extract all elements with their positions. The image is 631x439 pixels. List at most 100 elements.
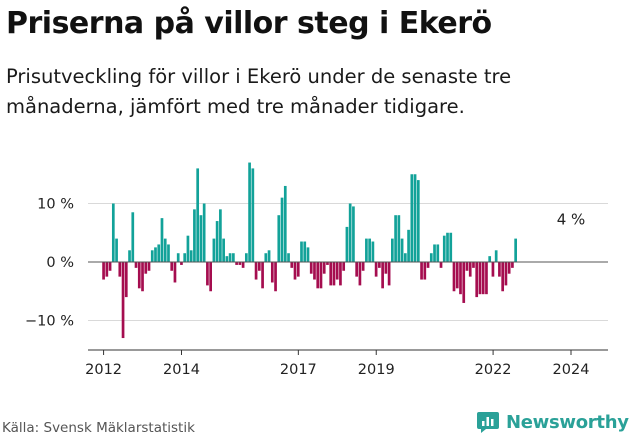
bar (105, 262, 109, 277)
source-text: Källa: Svensk Mäklarstatistik (2, 420, 195, 436)
bar (157, 244, 161, 262)
bar (394, 215, 397, 262)
bar (222, 238, 225, 262)
bar (121, 262, 125, 339)
bar (251, 168, 255, 262)
bar (465, 262, 469, 271)
bar (209, 262, 212, 292)
bar (342, 262, 346, 271)
bar (287, 253, 290, 262)
bar (391, 238, 394, 262)
bar (400, 238, 404, 262)
chart-subtitle: Prisutveckling för villor i Ekerö under … (6, 65, 512, 118)
bar (332, 262, 336, 286)
bar (196, 168, 200, 262)
x-tick-label: 2022 (475, 362, 512, 378)
bar (313, 262, 316, 280)
bar (410, 174, 414, 262)
bar (167, 244, 170, 262)
bar (144, 262, 148, 274)
bar (189, 250, 193, 262)
bar (235, 262, 238, 265)
bar (303, 241, 307, 262)
bar (423, 262, 427, 280)
bar (131, 212, 135, 262)
bar (267, 250, 271, 262)
bar (381, 262, 384, 289)
bar (365, 238, 368, 262)
bar (481, 262, 485, 295)
bar (199, 215, 203, 262)
bar (329, 262, 333, 286)
bar (452, 262, 456, 292)
bar (215, 221, 219, 262)
bar (264, 253, 268, 262)
bar (498, 262, 501, 277)
bar (193, 209, 196, 262)
bar (219, 209, 222, 262)
x-axis: 2012 2014 2017 2019 2022 2024 (85, 349, 608, 378)
bar (241, 262, 245, 268)
bar (124, 262, 128, 298)
bar (186, 235, 190, 262)
bar (433, 244, 436, 262)
y-tick-label: 0 % (46, 255, 74, 271)
bar (491, 262, 495, 277)
annotation-group: 4 % (557, 211, 586, 229)
bar (102, 262, 105, 280)
bar (228, 253, 232, 262)
bar (154, 247, 157, 263)
bar (108, 262, 112, 271)
bar (270, 262, 274, 283)
y-axis-labels: 10 % 0 % −10 % (25, 197, 74, 330)
bar (111, 203, 115, 262)
y-tick-label: −10 % (25, 314, 74, 330)
bar (335, 262, 339, 280)
x-tick-label: 2012 (85, 362, 122, 378)
bar (371, 241, 375, 262)
bar (118, 262, 122, 277)
bar (290, 262, 294, 268)
gridlines (88, 203, 608, 321)
bar (180, 262, 183, 265)
bar (173, 262, 177, 283)
bar (446, 232, 449, 262)
bar (413, 174, 417, 262)
bar (514, 238, 517, 262)
bar (296, 262, 300, 277)
x-tick-label: 2024 (553, 362, 590, 378)
newsworthy-logo[interactable]: Newsworthy (476, 409, 629, 435)
bar (274, 262, 277, 292)
bar (420, 262, 423, 280)
bar (300, 241, 303, 262)
bar (280, 197, 284, 262)
x-tick-label: 2019 (358, 362, 395, 378)
bar (511, 262, 514, 268)
bar (261, 262, 264, 289)
bar (163, 238, 167, 262)
bar (504, 262, 508, 286)
y-tick-label: 10 % (37, 197, 74, 213)
bar (374, 262, 378, 277)
bar (244, 253, 248, 262)
x-tick-label: 2017 (280, 362, 317, 378)
bar (416, 180, 420, 262)
bar (384, 262, 388, 274)
bar (442, 235, 446, 262)
bar (254, 262, 258, 280)
bar (309, 262, 313, 274)
bar (407, 229, 410, 262)
bar (137, 262, 141, 289)
bar (462, 262, 466, 303)
bar (436, 244, 440, 262)
bar (403, 253, 407, 262)
bar (147, 262, 151, 271)
bar (202, 203, 206, 262)
bar (378, 262, 381, 268)
bar (355, 262, 359, 277)
bar (439, 262, 443, 268)
bar (397, 215, 401, 262)
bar (345, 226, 349, 262)
bar (352, 206, 355, 262)
bar (368, 238, 371, 262)
